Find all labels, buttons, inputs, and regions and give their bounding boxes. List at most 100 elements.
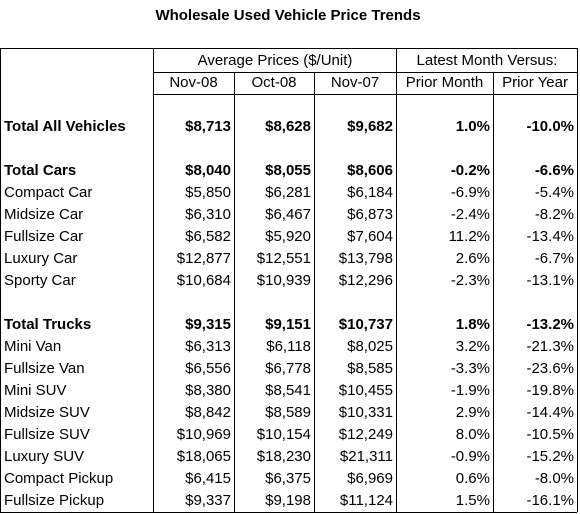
- cell: -6.9%: [451, 184, 490, 201]
- cell: $6,582: [185, 228, 231, 245]
- cell: -14.4%: [526, 404, 574, 421]
- row-label: Fullsize SUV: [4, 426, 90, 443]
- row-label: Fullsize Van: [4, 360, 85, 377]
- cell: $6,118: [266, 338, 311, 355]
- cell: -5.4%: [535, 184, 574, 201]
- cell: $12,877: [177, 250, 231, 267]
- cell: 3.2%: [456, 338, 490, 355]
- cell: $10,969: [177, 426, 231, 443]
- cell: $9,198: [265, 492, 311, 509]
- column-header: Prior Month: [406, 74, 484, 91]
- cell: $6,873: [347, 206, 393, 223]
- cell: -16.1%: [526, 492, 574, 509]
- cell: $5,850: [185, 184, 231, 201]
- cell: -6.7%: [535, 250, 574, 267]
- cell: $8,025: [347, 338, 393, 355]
- column-header: Nov-08: [169, 74, 217, 91]
- cell: 2.9%: [456, 404, 490, 421]
- cell: $8,541: [265, 382, 311, 399]
- row-label: Compact Car: [4, 184, 92, 201]
- cell: 1.0%: [456, 118, 490, 135]
- cell: $6,556: [185, 360, 231, 377]
- cell: $6,184: [347, 184, 393, 201]
- cell: $18,230: [257, 448, 311, 465]
- cell: $5,920: [265, 228, 311, 245]
- cell: -8.2%: [535, 206, 574, 223]
- column-header: Oct-08: [251, 74, 296, 91]
- cell: $8,585: [347, 360, 393, 377]
- cell: $10,684: [177, 272, 231, 289]
- cell: $10,455: [339, 382, 393, 399]
- cell: $13,798: [339, 250, 393, 267]
- cell: $21,311: [340, 448, 393, 465]
- row-label: Total Cars: [4, 162, 76, 179]
- table-title: Wholesale Used Vehicle Price Trends: [155, 7, 420, 24]
- cell: $9,151: [265, 316, 311, 333]
- cell: $9,337: [185, 492, 231, 509]
- cell: $6,375: [265, 470, 311, 487]
- cell: -21.3%: [526, 338, 574, 355]
- cell: $8,606: [347, 162, 393, 179]
- cell: $9,315: [185, 316, 231, 333]
- row-label: Luxury Car: [4, 250, 77, 267]
- cell: -10.5%: [526, 426, 574, 443]
- column-header: Nov-07: [331, 74, 379, 91]
- cell: $6,415: [185, 470, 231, 487]
- cell: -13.4%: [526, 228, 574, 245]
- cell: -6.6%: [535, 162, 574, 179]
- cell: $8,380: [185, 382, 231, 399]
- column-header: Prior Year: [502, 74, 568, 91]
- cell: 2.6%: [456, 250, 490, 267]
- cell: $8,055: [265, 162, 311, 179]
- cell: -0.9%: [451, 448, 490, 465]
- row-label: Midsize Car: [4, 206, 83, 223]
- row-label: Sporty Car: [4, 272, 76, 289]
- cell: $8,628: [265, 118, 311, 135]
- row-label: Fullsize Pickup: [4, 492, 104, 509]
- cell: $9,682: [347, 118, 393, 135]
- cell: $6,313: [185, 338, 231, 355]
- row-label: Mini Van: [4, 338, 61, 355]
- cell: $8,040: [185, 162, 231, 179]
- cell: $8,842: [185, 404, 231, 421]
- cell: -2.3%: [451, 272, 490, 289]
- cell: -19.8%: [526, 382, 574, 399]
- cell: -3.3%: [451, 360, 490, 377]
- cell: -1.9%: [451, 382, 490, 399]
- cell: $12,296: [339, 272, 393, 289]
- cell: $12,551: [257, 250, 311, 267]
- cell: 1.5%: [456, 492, 490, 509]
- cell: $7,604: [347, 228, 393, 245]
- cell: $6,281: [265, 184, 311, 201]
- cell: $6,310: [185, 206, 231, 223]
- cell: $12,249: [339, 426, 393, 443]
- cell: -15.2%: [526, 448, 574, 465]
- cell: $8,589: [265, 404, 311, 421]
- cell: $6,778: [265, 360, 311, 377]
- cell: -23.6%: [526, 360, 574, 377]
- group-header: Average Prices ($/Unit): [198, 52, 353, 69]
- cell: -10.0%: [526, 118, 574, 135]
- cell: -13.2%: [526, 316, 574, 333]
- row-label: Fullsize Car: [4, 228, 83, 245]
- cell: $18,065: [177, 448, 231, 465]
- cell: 1.8%: [456, 316, 490, 333]
- row-label: Total All Vehicles: [4, 118, 126, 135]
- cell: $6,969: [347, 470, 393, 487]
- group-header: Latest Month Versus:: [417, 52, 558, 69]
- cell: -13.1%: [526, 272, 574, 289]
- row-label: Mini SUV: [4, 382, 67, 399]
- cell: -0.2%: [451, 162, 490, 179]
- row-label: Midsize SUV: [4, 404, 90, 421]
- cell: $10,939: [257, 272, 311, 289]
- cell: -2.4%: [451, 206, 490, 223]
- cell: $6,467: [265, 206, 311, 223]
- cell: -8.0%: [535, 470, 574, 487]
- row-label: Total Trucks: [4, 316, 91, 333]
- cell: 0.6%: [456, 470, 490, 487]
- cell: 8.0%: [456, 426, 490, 443]
- row-label: Luxury SUV: [4, 448, 84, 465]
- cell: $10,737: [339, 316, 393, 333]
- cell: $11,124: [340, 492, 393, 509]
